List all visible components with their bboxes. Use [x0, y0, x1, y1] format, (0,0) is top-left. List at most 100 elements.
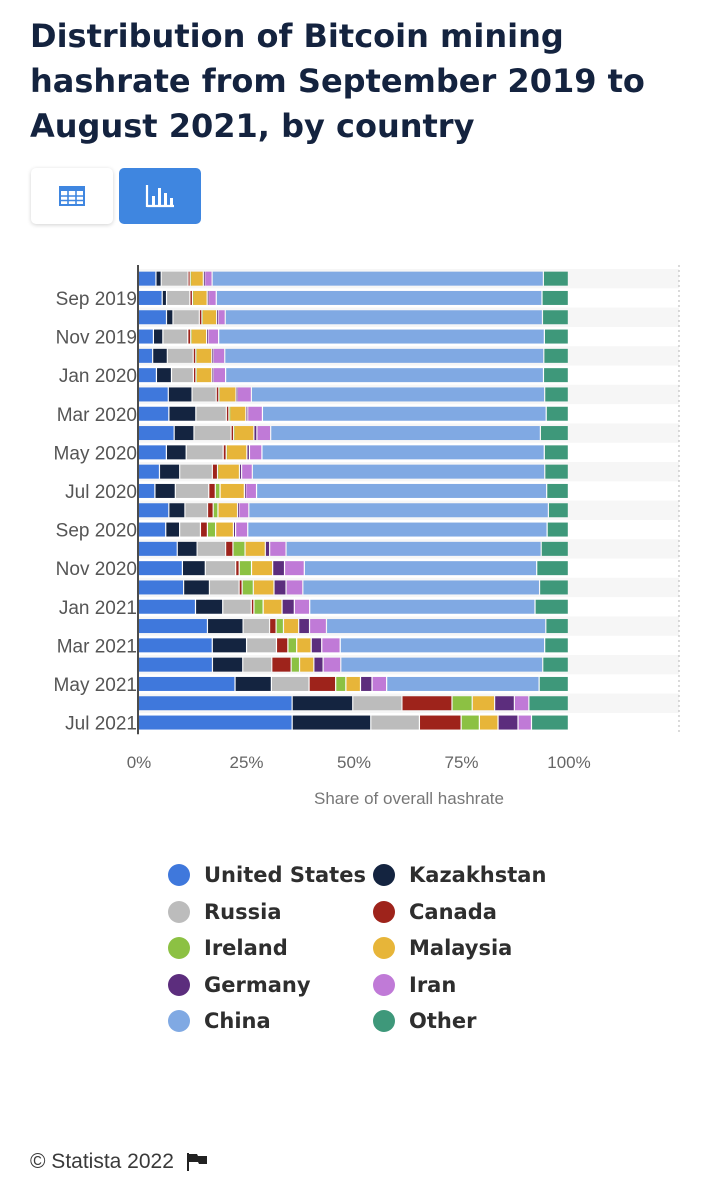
- bar-segment: [169, 503, 185, 518]
- bar-segment: [294, 599, 310, 614]
- bar-segment: [217, 310, 219, 325]
- bar-segment: [246, 406, 248, 421]
- y-tick-label: Sep 2019: [56, 289, 137, 310]
- bar-segment: [208, 619, 243, 634]
- legend-item[interactable]: Germany: [168, 967, 311, 1003]
- legend-item[interactable]: Iran: [373, 967, 456, 1003]
- bar-segment: [529, 696, 568, 711]
- legend-item[interactable]: China: [168, 1003, 271, 1039]
- bar-segment: [277, 638, 288, 653]
- chart-view-button[interactable]: [119, 168, 201, 224]
- legend-marker: [373, 1010, 395, 1032]
- x-tick-label: 50%: [337, 753, 371, 772]
- bar-segment: [276, 619, 283, 634]
- bar-segment: [157, 368, 171, 383]
- bar-segment: [210, 580, 239, 595]
- bar-segment: [327, 619, 546, 634]
- bar-segment: [161, 271, 188, 286]
- bar-segment: [139, 271, 156, 286]
- bar-segment: [265, 541, 270, 556]
- bar-segment: [201, 522, 207, 537]
- bar-segment: [139, 406, 169, 421]
- bar-segment: [196, 599, 223, 614]
- y-tick-label: Nov 2019: [56, 328, 137, 349]
- bar-segment: [371, 715, 419, 730]
- bar-segment: [311, 638, 322, 653]
- bar-segment: [498, 715, 518, 730]
- legend-item[interactable]: United States: [168, 857, 366, 893]
- bar-segment: [207, 522, 216, 537]
- bar-segment: [196, 406, 226, 421]
- bar-segment: [223, 445, 226, 460]
- legend-item[interactable]: Kazakhstan: [373, 857, 546, 893]
- bar-segment: [543, 310, 568, 325]
- bar-segment: [248, 406, 262, 421]
- bar-segment: [230, 406, 246, 421]
- bar-segment: [173, 310, 199, 325]
- bar-segment: [247, 445, 249, 460]
- bar-segment: [252, 561, 273, 576]
- bar-segment: [139, 657, 212, 672]
- bar-chart-icon: [145, 185, 174, 208]
- bar-segment: [233, 541, 245, 556]
- y-tick-label: May 2020: [54, 443, 137, 464]
- bar-segment: [139, 541, 177, 556]
- bar-segment: [336, 676, 346, 691]
- y-tick-label: Nov 2020: [56, 559, 137, 580]
- bar-segment: [213, 368, 226, 383]
- bar-segment: [175, 483, 209, 498]
- bar-segment: [514, 696, 529, 711]
- bar-segment: [139, 426, 174, 441]
- bar-segment: [218, 464, 219, 479]
- legend-item[interactable]: Other: [373, 1003, 476, 1039]
- bar-segment: [243, 619, 269, 634]
- legend-item[interactable]: Malaysia: [373, 930, 512, 966]
- bar-segment: [540, 426, 568, 441]
- y-tick-label: Jul 2021: [65, 714, 137, 735]
- bar-segment: [479, 715, 498, 730]
- bar-segment: [461, 715, 479, 730]
- x-tick-label: 75%: [444, 753, 478, 772]
- x-tick-label: 25%: [229, 753, 263, 772]
- bar-segment: [402, 696, 452, 711]
- bar-segment: [226, 368, 543, 383]
- bar-segment: [263, 599, 282, 614]
- legend-label: United States: [204, 863, 366, 887]
- bar-segment: [254, 426, 257, 441]
- table-view-button[interactable]: [31, 168, 113, 224]
- bar-segment: [282, 599, 294, 614]
- bar-segment: [274, 580, 286, 595]
- bar-segment: [191, 271, 203, 286]
- bar-segment: [272, 657, 291, 672]
- bar-segment: [225, 310, 542, 325]
- bar-segment: [226, 445, 228, 460]
- bar-segment: [236, 387, 238, 402]
- bar-segment: [193, 348, 196, 363]
- bar-segment: [310, 619, 326, 634]
- bar-segment: [160, 464, 180, 479]
- bar-segment: [250, 445, 262, 460]
- bar-segment: [218, 310, 225, 325]
- bar-segment: [420, 715, 461, 730]
- legend-item[interactable]: Russia: [168, 894, 282, 930]
- bar-segment: [213, 503, 218, 518]
- y-tick-label: Mar 2020: [57, 405, 137, 426]
- legend-item[interactable]: Canada: [373, 894, 497, 930]
- bar-segment: [215, 483, 220, 498]
- bar-segment: [139, 638, 212, 653]
- bar-segment: [223, 599, 251, 614]
- bar-segment: [452, 696, 472, 711]
- bar-segment: [139, 599, 195, 614]
- bar-segment: [167, 348, 193, 363]
- legend-item[interactable]: Ireland: [168, 930, 288, 966]
- bar-segment: [539, 676, 568, 691]
- bar-segment: [545, 387, 568, 402]
- bar-segment: [207, 290, 209, 305]
- y-tick-label: Mar 2021: [57, 636, 137, 657]
- flag-icon[interactable]: [186, 1152, 208, 1172]
- bar-segment: [546, 619, 568, 634]
- bar-segment: [234, 522, 235, 537]
- bar-segment: [139, 290, 162, 305]
- bar-segment: [218, 503, 237, 518]
- bar-segment: [219, 387, 236, 402]
